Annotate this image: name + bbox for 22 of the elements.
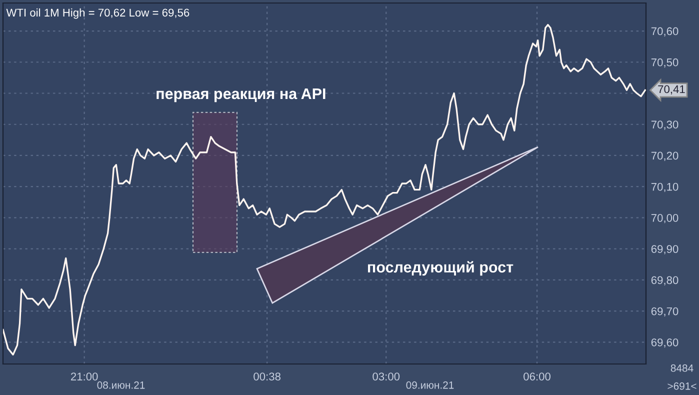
annotation: последующий рост	[368, 261, 514, 276]
x-tick-label: 00:38	[254, 372, 280, 380]
y-tick-label: 69,80	[651, 276, 678, 286]
text: 70,41	[658, 85, 685, 94]
y-tick-label: 70,50	[651, 58, 678, 68]
x-tick-label: 06:00	[524, 372, 550, 380]
y-tick-label: 69,60	[651, 338, 678, 348]
y-tick-label: 69,70	[651, 307, 678, 317]
y-tick-label: 70,00	[651, 214, 678, 224]
y-tick-label: 69,90	[651, 245, 678, 254]
text: 8484	[670, 364, 694, 372]
annotation: первая реакция на API	[156, 88, 326, 102]
y-tick-label: 70,10	[651, 182, 678, 192]
chart-title: WTI oil 1M High = 70,62 Low = 69,56	[6, 8, 190, 19]
x-tick-label: 21:00	[70, 372, 98, 380]
text: 09.июн.21	[406, 381, 454, 389]
y-tick-label: 70,30	[651, 120, 678, 130]
y-tick-label: 70,60	[651, 27, 678, 36]
y-tick-label: 70,20	[651, 152, 678, 161]
text: 08.июн.21	[97, 381, 145, 389]
x-tick-label: 03:00	[372, 372, 400, 380]
text: >691<	[668, 382, 696, 390]
